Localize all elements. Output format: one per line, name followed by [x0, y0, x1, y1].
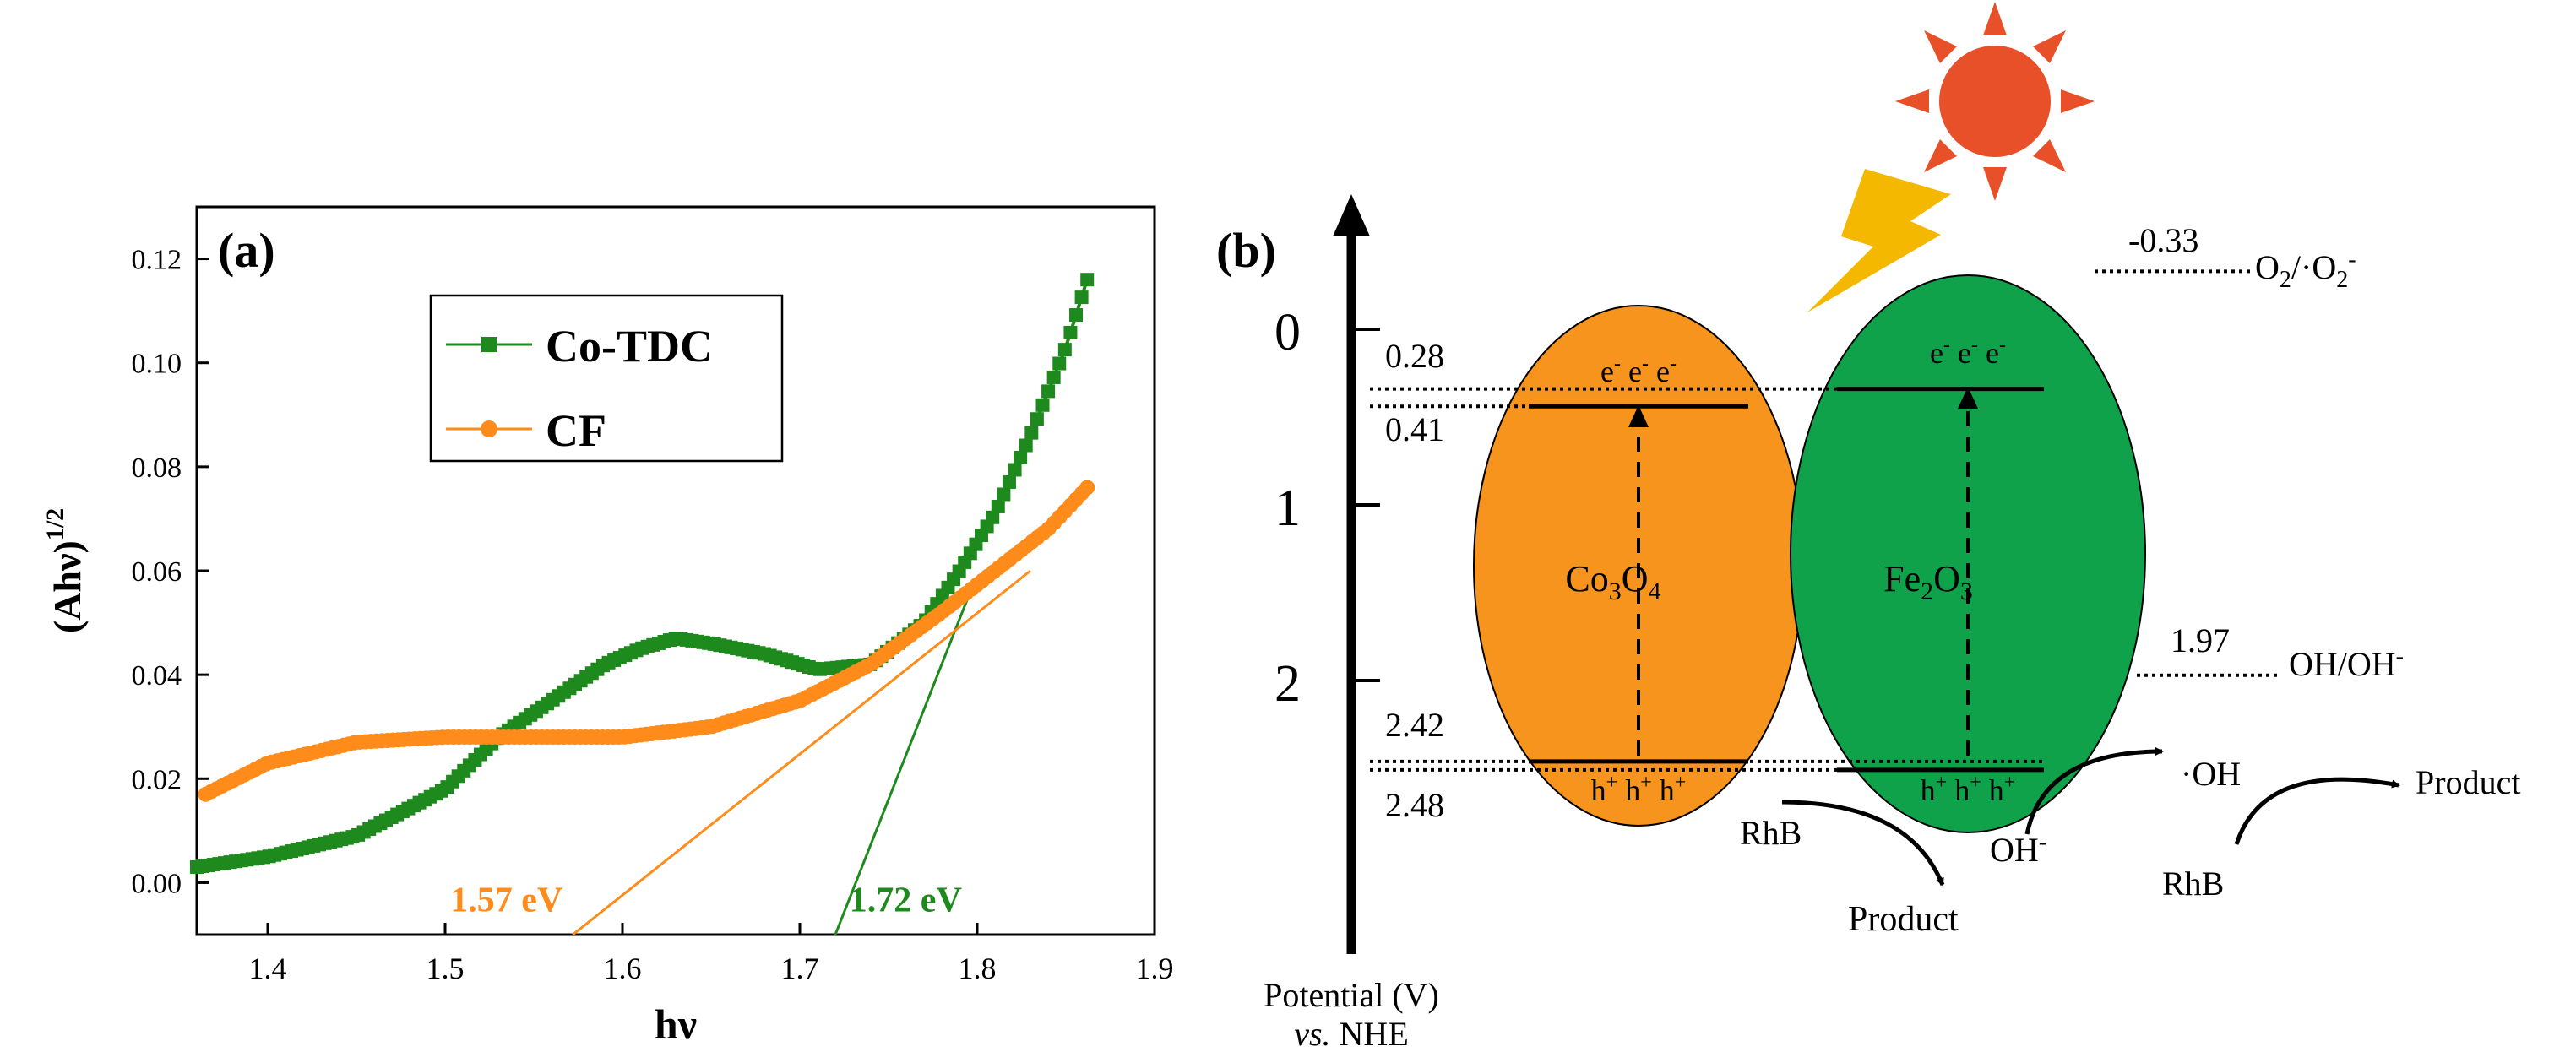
data-point [1046, 370, 1061, 384]
y-tick-label: 0.02 [132, 764, 182, 795]
y-tick-label: 0.08 [132, 453, 182, 484]
tangent-line-co-tdc [834, 596, 970, 935]
oh-minus: OH- [1990, 829, 2046, 869]
oh-radical: ·OH [2181, 755, 2241, 793]
level-0-41: 0.41 [1385, 410, 1444, 448]
data-point [1030, 412, 1044, 426]
potential-axis-arrowhead [1333, 194, 1370, 236]
x-tick-label: 1.4 [249, 952, 287, 985]
co3o4-excitation-arrowhead [1628, 405, 1649, 427]
sun-icon [1895, 2, 2095, 201]
level-0-28: 0.28 [1385, 337, 1444, 375]
data-point [986, 510, 1000, 524]
product-right: Product [2416, 763, 2520, 801]
oh-to-radical-arrow [2024, 747, 2164, 835]
annotation-cotdc-bandgap: 1.72 eV [850, 881, 962, 919]
level-1-97: 1.97 [2171, 621, 2230, 659]
legend: Co-TDC CF [429, 294, 784, 463]
panel-b-label: (b) [1216, 223, 1276, 278]
data-point [1080, 273, 1095, 287]
o2-superoxide-label: O2/·O2- [2255, 247, 2356, 293]
panel-a-chart: 1.4 1.5 1.6 1.7 1.8 1.9 0.00 0.02 0.04 0.06 0.08 0.… [41, 205, 1174, 1048]
legend-marker-cotdc [481, 337, 497, 352]
tangent-line-cf [572, 569, 1031, 936]
data-point [1014, 451, 1028, 465]
potential-ticks: 0 1 2 [1274, 304, 1380, 713]
fe2o3-holes: h+ h+ h+ [1921, 772, 2016, 807]
data-point [1008, 463, 1022, 477]
fe2o3-excitation-arrowhead [1958, 387, 1978, 409]
data-point [997, 487, 1011, 502]
rhb-to-product-arrow-right [2234, 777, 2400, 845]
x-axis-label: hν [655, 1000, 697, 1048]
y-tick-label: 0.00 [132, 868, 182, 899]
data-point [1002, 474, 1016, 489]
annotation-cf-bandgap: 1.57 eV [450, 881, 562, 919]
potential-tick-label: 1 [1274, 480, 1301, 537]
lightning-icon [1807, 169, 1951, 312]
rhb-to-product-arrow-left [1781, 800, 1945, 887]
co3o4-label: Co3O4 [1565, 558, 1660, 605]
data-series [190, 273, 1095, 874]
data-point [1074, 290, 1089, 305]
y-axis-label: (Ahν)1/2 [41, 508, 89, 633]
potential-tick-label: 2 [1274, 655, 1301, 713]
tangent-lines [572, 569, 1031, 936]
x-tick-label: 1.5 [427, 952, 465, 985]
level-2-42: 2.42 [1385, 706, 1444, 744]
potential-tick-label: 0 [1274, 304, 1301, 361]
data-point [1079, 480, 1095, 496]
fe2o3-particle [1790, 274, 2146, 833]
level-neg-0-33: -0.33 [2128, 221, 2198, 259]
rhb-right: RhB [2162, 865, 2224, 903]
y-tick-label: 0.12 [132, 245, 182, 276]
legend-label-cf: CF [546, 405, 606, 456]
data-point [1052, 356, 1067, 371]
x-tick-label: 1.7 [781, 952, 819, 985]
oh-hydroxyl-label: OH/OH- [2289, 643, 2404, 683]
level-2-48: 2.48 [1385, 786, 1444, 824]
data-point [1035, 398, 1050, 412]
data-point [991, 499, 1005, 513]
legend-marker-cf [481, 420, 497, 437]
panel-a-label: (a) [218, 223, 275, 278]
panel-b-diagram: (b) 0 1 2 Potential (V) vs. NHE [1216, 2, 2520, 1052]
x-tick-label: 1.8 [959, 952, 997, 985]
product-left: Product [1848, 900, 1959, 939]
co3o4-holes: h+ h+ h+ [1591, 772, 1687, 807]
rhb-left: RhB [1740, 814, 1802, 852]
data-point [1041, 384, 1056, 399]
co3o4-electrons: e- e- e- [1600, 353, 1677, 388]
data-point [1024, 426, 1039, 440]
series-cf [198, 480, 1095, 802]
data-point [1069, 308, 1084, 323]
data-point [1063, 325, 1078, 339]
y-tick-label: 0.06 [132, 556, 182, 588]
x-tick-label: 1.6 [604, 952, 642, 985]
axes-ticks: 1.4 1.5 1.6 1.7 1.8 1.9 0.00 0.02 0.04 0.06 0.08 0.… [132, 245, 1174, 985]
x-tick-label: 1.9 [1136, 952, 1174, 985]
fe2o3-electrons: e- e- e- [1930, 334, 2006, 370]
fe2o3-label: Fe2O3 [1883, 558, 1973, 605]
legend-label-cotdc: Co-TDC [546, 321, 713, 371]
potential-axis-title: Potential (V) [1264, 976, 1439, 1014]
data-point [1057, 343, 1072, 357]
y-tick-label: 0.10 [132, 349, 182, 380]
data-point [1019, 438, 1033, 453]
y-tick-label: 0.04 [132, 660, 182, 691]
potential-axis-subtitle: vs. NHE [1294, 1015, 1409, 1052]
